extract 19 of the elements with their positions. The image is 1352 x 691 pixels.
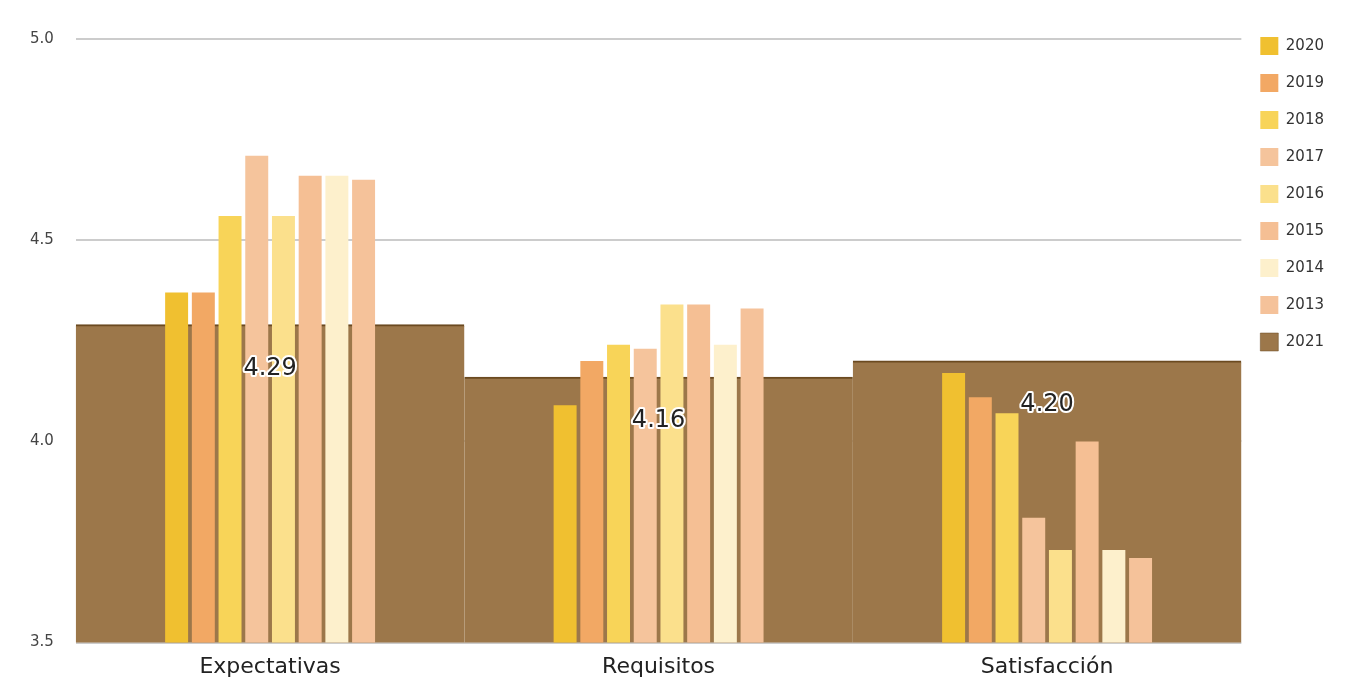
legend-label: 2018	[1285, 109, 1325, 128]
data-label: 4.29	[243, 352, 297, 381]
legend-label: 2015	[1285, 220, 1325, 239]
x-tick-label: Expectativas	[199, 652, 341, 678]
y-tick-label: 4.5	[30, 230, 54, 249]
y-tick-label: 5.0	[30, 28, 54, 47]
x-tick-label: Requisitos	[602, 652, 716, 678]
legend-label: 2020	[1285, 35, 1325, 54]
x-tick-label: Satisfacción	[980, 652, 1114, 678]
legend-label: 2013	[1285, 294, 1325, 313]
y-tick-label: 3.5	[30, 632, 54, 651]
data-label: 4.20	[1020, 389, 1074, 418]
legend-label: 2016	[1285, 183, 1325, 202]
legend-label: 2014	[1285, 257, 1325, 276]
y-tick-label: 4.0	[30, 431, 54, 450]
legend-label: 2017	[1285, 146, 1325, 165]
data-label: 4.16	[631, 405, 686, 434]
legend-label: 2021	[1285, 331, 1325, 350]
legend-label: 2019	[1285, 72, 1325, 91]
